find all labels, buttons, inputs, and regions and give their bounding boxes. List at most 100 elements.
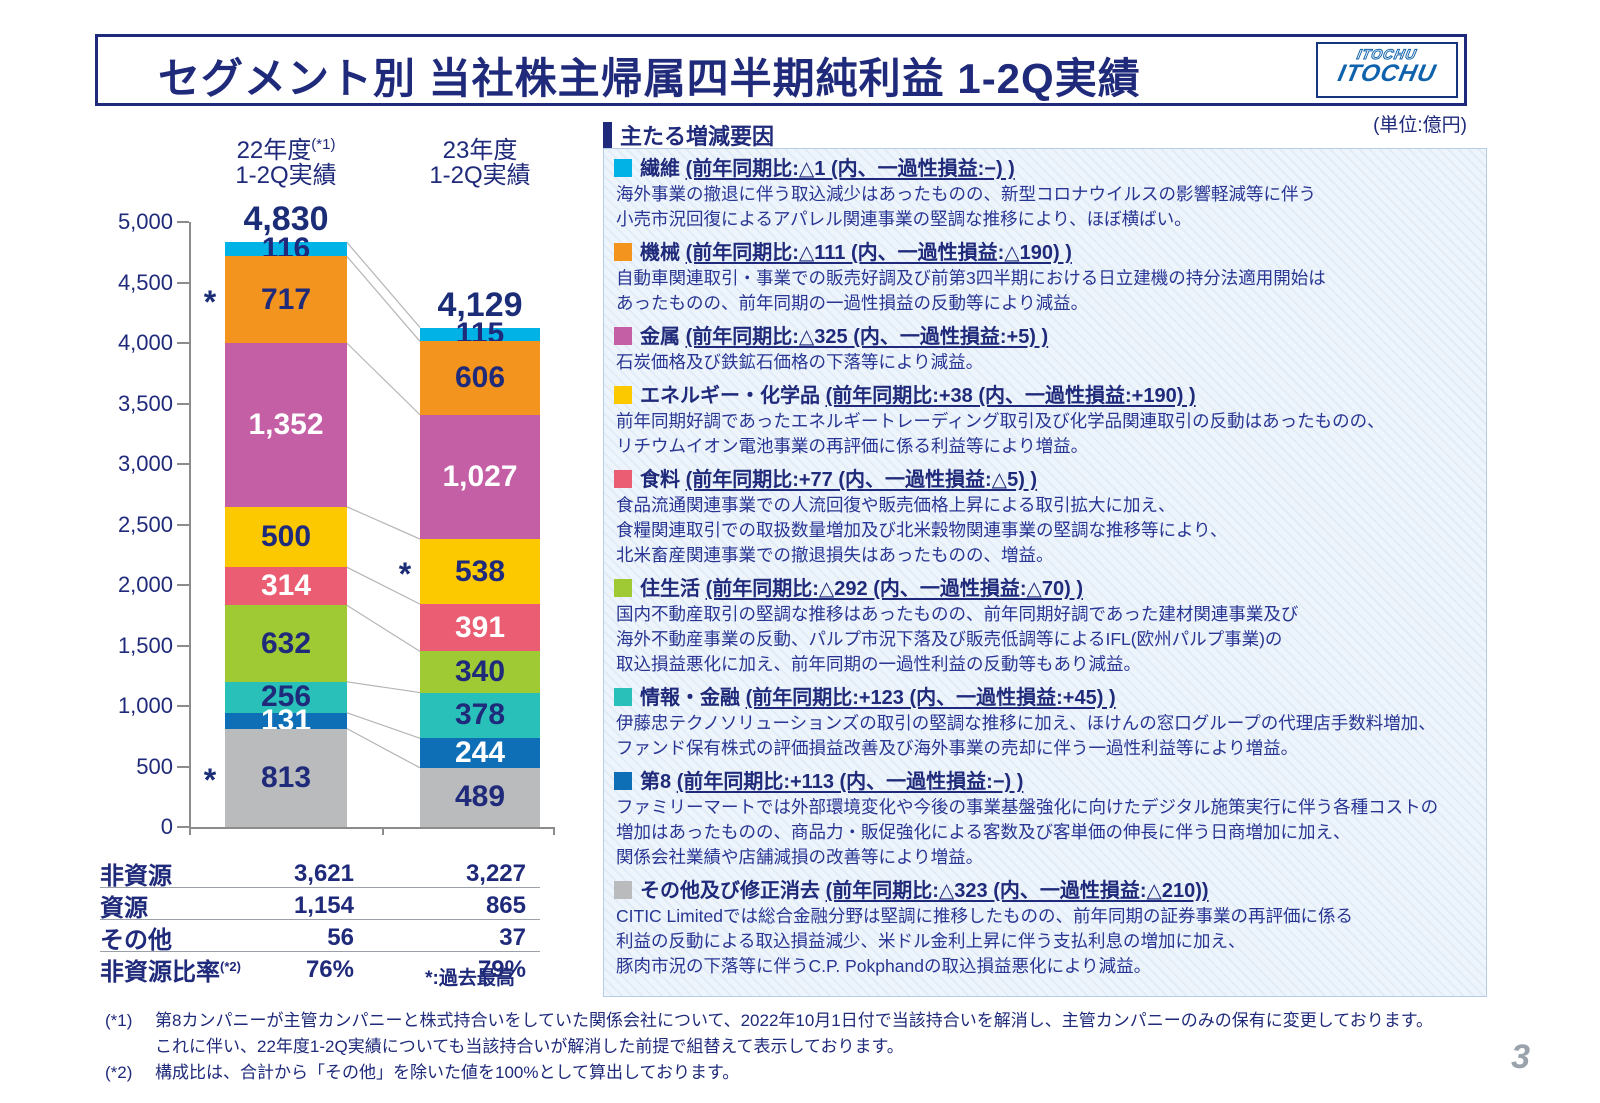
summary-row: 非資源 3,621 3,227 <box>100 856 540 890</box>
summary-row-note: (*2) <box>220 959 241 974</box>
factor-description: 食品流通関連事業での人流回復や販売価格上昇による取引拡大に加え、 食糧関連取引で… <box>616 495 1228 565</box>
segment-color-swatch <box>614 579 632 597</box>
factor-item: 食料 (前年同期比:+77 (内、一過性損益:△5) ) 食品流通関連事業での人流… <box>614 467 1474 568</box>
segment-value-label: 340 <box>454 654 506 688</box>
summary-value-fy23: 37 <box>499 923 526 951</box>
factor-heading: 食料 (前年同期比:+77 (内、一過性損益:△5) ) <box>614 467 1474 493</box>
factor-segment-name: 住生活 <box>640 578 706 600</box>
bar-segment-fy23 <box>420 327 540 342</box>
summary-value-fy23: 865 <box>485 891 526 919</box>
segment-color-swatch <box>614 772 632 790</box>
factor-description: 国内不動産取引の堅調な推移はあったものの、前年同期好調であった建材関連事業及び … <box>616 604 1299 674</box>
bar-segment-fy22 <box>225 681 347 713</box>
y-axis-tick-mark <box>177 705 189 707</box>
bar-segment-fy23 <box>420 604 540 652</box>
itochu-logo-outline-text: ITOCHU <box>1355 46 1419 63</box>
header-accent-bar <box>603 122 612 148</box>
x-axis-tick-mark <box>553 827 555 835</box>
y-axis-tick-label: 5,000 <box>117 209 173 234</box>
x-axis-line <box>189 827 555 829</box>
factor-segment-name: 食料 <box>640 469 686 491</box>
factor-description: 海外事業の撤退に伴う取込減少はあったものの、新型コロナウイルスの影響軽減等に伴う… <box>616 184 1316 229</box>
summary-value-fy23: 3,227 <box>465 859 526 887</box>
footnote: (*1) 第8カンパニーが主管カンパニーと株式持合いをしていた関係会社について、2… <box>105 1008 1445 1060</box>
segment-value-label: 813 <box>260 760 312 794</box>
column-header-fy22: 22年度(*1) 1-2Q実績 <box>196 132 376 188</box>
bar-segment-fy22 <box>225 506 347 568</box>
page-title: セグメント別 当社株主帰属四半期純利益 1-2Q実績 <box>158 55 1141 102</box>
summary-table: 非資源 3,621 3,227 資源 1,154 865 その他 56 37 非資源比率(*2) 7… <box>100 856 540 987</box>
y-axis-tick-mark <box>177 765 189 768</box>
itochu-logo-text: ITOCHU <box>1335 60 1439 87</box>
bar-segment-fy22 <box>225 242 347 257</box>
factor-item: 繊維 (前年同期比:△1 (内、一過性損益:−) ) 海外事業の撤退に伴う取込減少… <box>614 156 1474 232</box>
bar-segment-fy22 <box>225 567 347 606</box>
summary-value-fy22: 1,154 <box>293 891 354 919</box>
y-axis-tick-mark <box>177 826 189 828</box>
bar-segment-fy23 <box>420 341 540 415</box>
summary-row-label: 非資源比率(*2) <box>100 959 241 986</box>
factor-item: エネルギー・化学品 (前年同期比:+38 (内、一過性損益:+190) ) 前年同… <box>614 383 1474 459</box>
page-number: 3 <box>1511 1038 1530 1076</box>
fy23-period-label: 1-2Q実績 <box>429 162 531 189</box>
y-axis-tick-mark <box>177 523 189 526</box>
summary-value-fy23: 79% <box>477 955 526 983</box>
segment-value-label: 632 <box>260 626 312 660</box>
factor-description: 伊藤忠テクノソリューションズの取引の堅調な推移に加え、ほけんの窓口グループの代理… <box>616 713 1436 758</box>
bar-total-label: 4,129 <box>437 285 523 324</box>
factors-panel: 繊維 (前年同期比:△1 (内、一過性損益:−) ) 海外事業の撤退に伴う取込減少… <box>603 148 1487 997</box>
y-axis-line <box>189 222 191 827</box>
record-high-note: *:過去最高 <box>425 968 515 989</box>
y-axis-tick-label: 2,000 <box>117 572 173 597</box>
summary-value-fy22: 56 <box>327 923 354 951</box>
factor-yoy-detail: (前年同期比:+123 (内、一過性損益:+45) ) <box>745 687 1116 709</box>
factor-heading: 金属 (前年同期比:△325 (内、一過性損益:+5) ) <box>614 324 1474 350</box>
y-axis-tick-mark <box>177 281 189 284</box>
bar-segment-fy23 <box>420 767 540 827</box>
factor-heading: 第8 (前年同期比:+113 (内、一過性損益:−) ) <box>614 769 1474 795</box>
segment-value-label: 391 <box>454 610 506 644</box>
y-axis-tick-label: 1,000 <box>117 693 173 718</box>
y-axis-tick-mark <box>177 402 189 405</box>
factor-segment-name: 機械 <box>640 242 686 264</box>
factor-yoy-detail: (前年同期比:+113 (内、一過性損益:−) ) <box>676 771 1024 793</box>
factor-yoy-detail: (前年同期比:△292 (内、一過性損益:△70) ) <box>705 578 1084 600</box>
factor-segment-name: エネルギー・化学品 <box>640 385 826 407</box>
footnote-tag: (*2) <box>105 1063 133 1082</box>
segment-color-swatch <box>614 881 632 899</box>
summary-row: その他 56 37 <box>100 920 540 954</box>
segment-value-label: 244 <box>454 736 506 770</box>
bar-segment-fy22 <box>225 605 347 682</box>
summary-row-label: その他 <box>100 927 172 954</box>
y-axis-tick-label: 2,500 <box>117 511 173 537</box>
record-high-asterisk: * <box>203 283 217 320</box>
factor-description: 前年同期好調であったエネルギートレーディング取引及び化学品関連取引の反動はあった… <box>616 411 1385 456</box>
factor-description: 石炭価格及び鉄鉱石価格の下落等により減益。 <box>616 352 984 372</box>
y-axis-tick-mark <box>177 644 189 647</box>
footnote-text: 構成比は、合計から「その他」を除いた値を100%として算出しております。 <box>155 1063 740 1082</box>
y-axis-tick-mark <box>177 221 189 223</box>
segment-value-label: 500 <box>260 520 312 554</box>
footnote: (*2) 構成比は、合計から「その他」を除いた値を100%として算出しております。 <box>105 1060 1445 1086</box>
segment-value-label: 1,352 <box>248 408 324 442</box>
factor-yoy-detail: (前年同期比:△325 (内、一過性損益:+5) ) <box>685 326 1049 348</box>
y-axis-tick-label: 4,500 <box>117 269 173 295</box>
bar-segment-fy22 <box>225 728 347 827</box>
segment-value-label: 489 <box>454 780 506 814</box>
factor-heading: 情報・金融 (前年同期比:+123 (内、一過性損益:+45) ) <box>614 685 1474 711</box>
unit-label: (単位:億円) <box>1373 115 1467 136</box>
fy22-note: (*1) <box>311 136 336 153</box>
factor-item: 住生活 (前年同期比:△292 (内、一過性損益:△70) ) 国内不動産取引の堅… <box>614 576 1474 677</box>
record-high-asterisk: * <box>398 555 412 592</box>
factor-yoy-detail: (前年同期比:+77 (内、一過性損益:△5) ) <box>685 469 1038 491</box>
segment-value-label: 538 <box>454 554 506 588</box>
segment-color-swatch <box>614 386 632 404</box>
segment-value-label: 1,027 <box>442 459 518 493</box>
x-axis-tick-mark <box>189 827 191 835</box>
segment-color-swatch <box>614 327 632 345</box>
y-axis-tick-label: 1,500 <box>117 632 173 658</box>
summary-row: 非資源比率(*2) 76% 79% <box>100 952 540 987</box>
y-axis-tick-label: 3,500 <box>117 390 173 416</box>
factor-item: 第8 (前年同期比:+113 (内、一過性損益:−) ) ファミリーマートでは外部… <box>614 769 1474 870</box>
fy22-period-label: 1-2Q実績 <box>235 162 337 189</box>
